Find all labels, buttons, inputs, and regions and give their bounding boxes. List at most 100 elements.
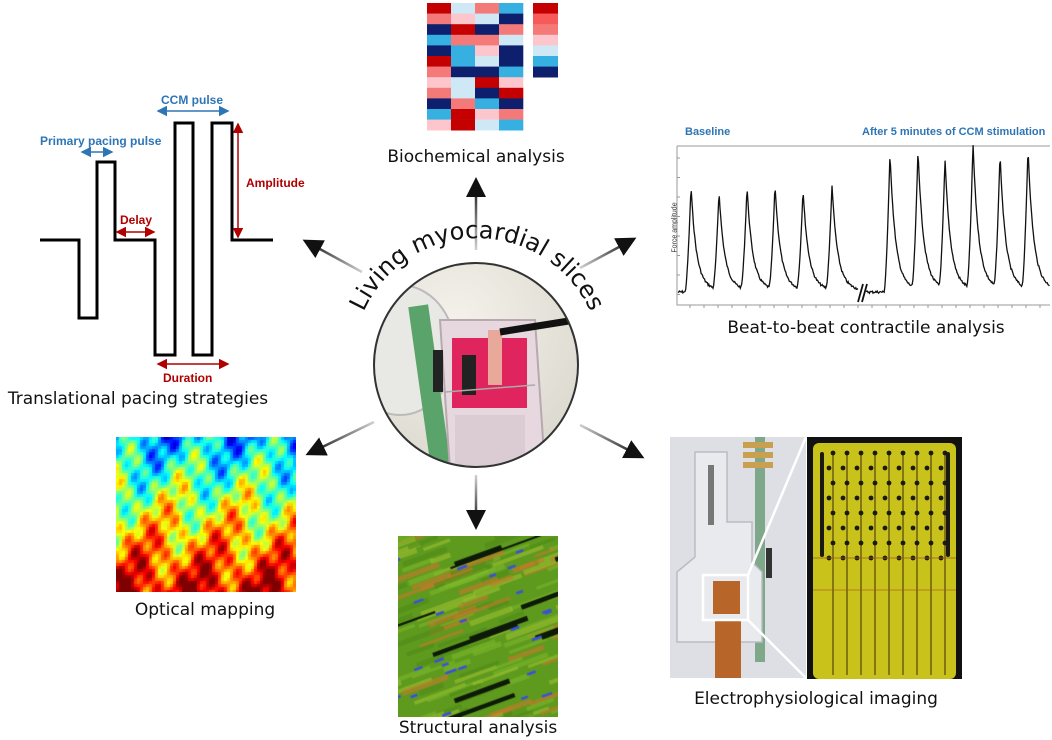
heatmap-cell [475, 3, 500, 14]
heatmap-legend-cell [533, 56, 558, 67]
electrode [886, 510, 892, 516]
heatmap-cell [451, 87, 476, 99]
pacing-waveform [40, 121, 273, 357]
heatmap-cell [451, 56, 476, 67]
electrode [830, 540, 836, 546]
tissue-chamber-photo [374, 263, 578, 467]
heatmap-cell [499, 77, 524, 89]
zoom-line [746, 436, 808, 576]
contractile-caption: Beat-to-beat contractile analysis [727, 318, 1005, 338]
electrode [924, 465, 930, 471]
electrode [826, 495, 832, 501]
heatmap-cell [499, 34, 524, 46]
electrode [910, 495, 916, 501]
electrode [938, 495, 944, 501]
electrode [854, 465, 860, 471]
biochemical-caption: Biochemical analysis [387, 147, 565, 167]
optical-caption: Optical mapping [134, 600, 276, 620]
arrow [579, 423, 645, 459]
electro-caption: Electrophysiological imaging [694, 689, 938, 709]
electrode [942, 510, 948, 516]
electrode [826, 465, 832, 471]
electrode [868, 495, 874, 501]
electrode [840, 525, 846, 531]
heatmap-cell [475, 98, 500, 110]
electrode [872, 510, 878, 516]
heatmap-cell [427, 66, 452, 78]
electrode [900, 540, 906, 546]
electrode [914, 510, 920, 516]
heatmap-cell [475, 87, 500, 99]
heatmap-cell [451, 109, 476, 120]
electrode [844, 480, 850, 486]
arrow [302, 239, 363, 274]
ccm-pulse-label: CCM pulse [161, 93, 224, 107]
electrode [928, 540, 934, 546]
electrode [900, 480, 906, 486]
heatmap-cell [451, 119, 476, 131]
heatmap-legend-cell [533, 24, 558, 36]
electrode [938, 525, 944, 531]
heatmap-cell [451, 24, 476, 36]
device-photo [670, 437, 806, 678]
electrode [928, 450, 934, 456]
amplitude-label: Amplitude [246, 176, 305, 190]
electrode [914, 540, 920, 546]
heatmap-legend-cell [533, 66, 558, 78]
electrode [938, 465, 944, 471]
electrode [844, 450, 850, 456]
electrode [858, 450, 864, 456]
zoom-line [747, 619, 807, 679]
heatmap-cell [475, 34, 500, 46]
heatmap-cell [499, 45, 524, 57]
axis-break-marker [857, 283, 868, 303]
heatmap-cell [499, 3, 524, 14]
heatmap-cell [499, 119, 524, 131]
heatmap-cell [427, 3, 452, 14]
electrode [900, 510, 906, 516]
electrode [942, 540, 948, 546]
heatmap-legend-cell [533, 34, 558, 46]
heatmap-cell [451, 45, 476, 57]
electrode [844, 540, 850, 546]
heatmap-cell [475, 66, 500, 78]
electrode [830, 450, 836, 456]
heatmap-cell [427, 24, 452, 36]
heatmap-cell [427, 109, 452, 120]
electrode [858, 480, 864, 486]
electrode [872, 540, 878, 546]
electrode [872, 480, 878, 486]
heatmap-legend-cell [533, 13, 558, 25]
electrode [854, 525, 860, 531]
electrode [868, 525, 874, 531]
heatmap-cell [427, 98, 452, 110]
arrow [305, 420, 375, 456]
electrode [886, 480, 892, 486]
delay-label: Delay [120, 213, 153, 227]
electrode [942, 450, 948, 456]
heatmap-cell [499, 66, 524, 78]
electrode [882, 465, 888, 471]
structural-caption: Structural analysis [398, 718, 558, 738]
heatmap-cell [451, 3, 476, 14]
heatmap-cell [499, 56, 524, 67]
heatmap-cell [427, 13, 452, 25]
electrode [928, 510, 934, 516]
heatmap-cell [499, 87, 524, 99]
heatmap-cell [427, 119, 452, 131]
electrode [914, 480, 920, 486]
arrow [579, 237, 637, 270]
heatmap-cell [475, 24, 500, 36]
electrode [868, 465, 874, 471]
electrode [886, 450, 892, 456]
electrode [858, 540, 864, 546]
baseline-trace [677, 185, 859, 295]
heatmap-cell [475, 56, 500, 67]
electrode [928, 480, 934, 486]
heatmap-cell [499, 109, 524, 120]
